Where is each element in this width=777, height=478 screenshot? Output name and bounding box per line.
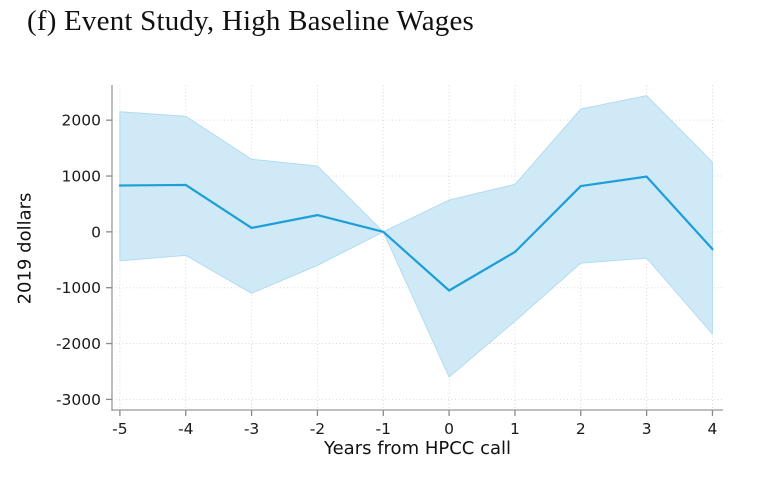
coefficient-line (118, 175, 714, 292)
x-tick-label: -5 (112, 420, 127, 438)
y-tick-label: -2000 (56, 335, 101, 353)
y-tick-label: -1000 (56, 279, 101, 297)
x-tick-label: 2 (576, 420, 586, 438)
x-tick-label: -1 (376, 420, 391, 438)
y-axis-label: 2019 dollars (14, 192, 36, 305)
x-axis-label: Years from HPCC call (324, 438, 511, 459)
y-tick-label: 2000 (62, 112, 101, 130)
y-tick-label: 0 (91, 223, 101, 241)
x-tick-label: -2 (310, 420, 325, 438)
x-tick-label: 1 (510, 420, 520, 438)
y-tick-label: 1000 (62, 168, 101, 186)
x-tick-label: -4 (178, 420, 193, 438)
x-tick-label: 3 (642, 420, 652, 438)
confidence-band (119, 95, 713, 378)
y-tick-label: -3000 (56, 391, 101, 409)
x-tick-label: 0 (444, 420, 454, 438)
chart-title: (f) Event Study, High Baseline Wages (27, 5, 475, 37)
x-tick-label: -3 (244, 420, 259, 438)
x-tick-label: 4 (708, 420, 718, 438)
